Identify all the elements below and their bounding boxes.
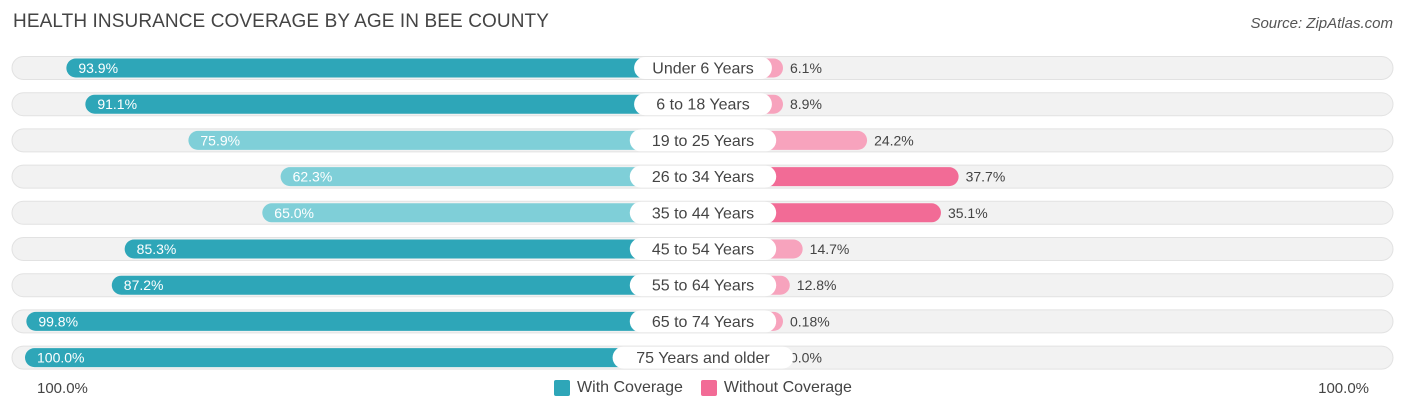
- legend-swatch-without-coverage: [700, 380, 717, 396]
- bar-row: 85.3% 14.7% 45 to 54 Years: [11, 237, 1394, 261]
- bar-row: 75.9% 24.2% 19 to 25 Years: [11, 128, 1394, 153]
- value-label-without: 8.9%: [790, 96, 822, 112]
- category-pill: [629, 129, 777, 152]
- value-label-without: 24.2%: [874, 132, 914, 148]
- bar-row: 91.1% 8.9% 6 to 18 Years: [11, 92, 1394, 117]
- legend-label-without-coverage: Without Coverage: [723, 379, 852, 396]
- legend-swatch-with-coverage: [554, 380, 571, 396]
- bar-chart: 93.9% 6.1% Under 6 Years 91.1% 8.9% 6 to 18 Y…: [11, 56, 1394, 370]
- category-pill: [629, 201, 777, 224]
- chart-title: HEALTH INSURANCE COVERAGE BY AGE IN BEE …: [13, 11, 550, 32]
- bar-with-coverage: [26, 311, 703, 331]
- category-label: 65 to 74 Years: [652, 314, 754, 331]
- category-label: 35 to 44 Years: [652, 205, 754, 222]
- category-label: 19 to 25 Years: [652, 133, 754, 150]
- value-label-with: 65.0%: [274, 205, 314, 221]
- value-label-without: 35.1%: [948, 205, 988, 221]
- value-label-with: 62.3%: [293, 169, 333, 185]
- value-label-without: 0.0%: [790, 350, 822, 366]
- value-label-without: 14.7%: [810, 241, 850, 257]
- category-pill: [634, 57, 772, 79]
- bar-row: 93.9% 6.1% Under 6 Years: [11, 56, 1394, 80]
- bar-with-coverage: [188, 130, 703, 150]
- category-pill: [629, 310, 777, 333]
- category-label: 6 to 18 Years: [656, 97, 749, 114]
- category-label: 45 to 54 Years: [652, 242, 754, 259]
- category-label: 75 Years and older: [636, 350, 770, 367]
- bar-with-coverage: [25, 348, 703, 368]
- value-label-with: 91.1%: [97, 96, 137, 112]
- bar-with-coverage: [262, 203, 703, 223]
- category-pill: [634, 93, 772, 116]
- bar-row: 100.0% 0.0% 75 Years and older: [11, 345, 1394, 370]
- category-label: 55 to 64 Years: [652, 278, 754, 295]
- legend-item-with-coverage: With Coverage: [554, 379, 683, 397]
- value-label-with: 85.3%: [137, 241, 177, 257]
- value-label-without: 12.8%: [797, 277, 837, 293]
- category-pill: [629, 274, 777, 297]
- value-label-without: 6.1%: [790, 60, 822, 76]
- value-label-with: 93.9%: [78, 60, 118, 76]
- value-label-with: 100.0%: [37, 350, 84, 366]
- legend: With Coverage Without Coverage: [0, 379, 1406, 397]
- axis-left-label: 100.0%: [37, 380, 88, 397]
- bar-with-coverage: [85, 94, 704, 114]
- value-label-without: 37.7%: [966, 169, 1006, 185]
- bar-with-coverage: [111, 275, 703, 295]
- bar-with-coverage: [66, 58, 703, 78]
- bar-with-coverage: [280, 167, 703, 187]
- category-pill: [612, 346, 794, 369]
- value-label-without: 0.18%: [790, 313, 830, 329]
- bar-row: 62.3% 37.7% 26 to 34 Years: [11, 164, 1394, 189]
- category-label: Under 6 Years: [652, 61, 753, 78]
- value-label-with: 99.8%: [38, 313, 78, 329]
- category-pill: [629, 238, 777, 260]
- source-credit: Source: ZipAtlas.com: [1250, 15, 1393, 32]
- category-pill: [629, 165, 777, 188]
- value-label-with: 87.2%: [124, 277, 164, 293]
- bar-row: 87.2% 12.8% 55 to 64 Years: [11, 273, 1394, 298]
- legend-label-with-coverage: With Coverage: [577, 379, 683, 396]
- category-label: 26 to 34 Years: [652, 169, 754, 186]
- bar-row: 65.0% 35.1% 35 to 44 Years: [11, 200, 1394, 225]
- axis-right-label: 100.0%: [1318, 380, 1369, 397]
- legend-item-without-coverage: Without Coverage: [700, 379, 852, 397]
- bar-row: 99.8% 0.18% 65 to 74 Years: [11, 309, 1394, 334]
- value-label-with: 75.9%: [200, 132, 240, 148]
- bar-with-coverage: [124, 239, 703, 259]
